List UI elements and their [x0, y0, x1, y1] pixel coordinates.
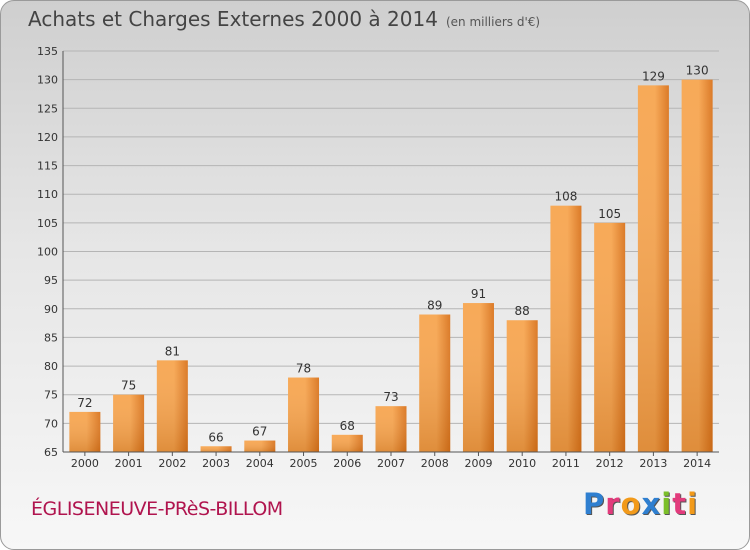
bar-shade-2011 — [550, 205, 582, 452]
logo-letter: t — [672, 487, 688, 521]
x-tick-label-2010: 2010 — [508, 457, 536, 470]
chart-title-block: Achats et Charges Externes 2000 à 2014 (e… — [28, 7, 540, 31]
x-tick-label-2003: 2003 — [202, 457, 230, 470]
x-tick-label-2013: 2013 — [639, 457, 667, 470]
x-tick-label-2012: 2012 — [596, 457, 624, 470]
x-tick-label-2001: 2001 — [115, 457, 143, 470]
x-tick-label-2007: 2007 — [377, 457, 405, 470]
axes — [62, 51, 719, 453]
y-tick-label: 75 — [44, 389, 58, 402]
y-tick-label: 85 — [44, 331, 58, 344]
x-tick-label-2004: 2004 — [246, 457, 274, 470]
y-tick-label: 120 — [37, 131, 58, 144]
y-tick-label: 65 — [44, 446, 58, 459]
value-label-2004: 67 — [252, 425, 267, 439]
bar-shade-2010 — [506, 320, 538, 452]
value-label-2001: 75 — [121, 379, 136, 393]
value-label-2005: 78 — [296, 362, 311, 376]
value-label-2008: 89 — [427, 299, 442, 313]
x-tick-label-2002: 2002 — [158, 457, 186, 470]
value-label-2007: 73 — [383, 390, 398, 404]
chart-subtitle: (en milliers d'€) — [445, 15, 541, 29]
bar-shade-2004 — [244, 440, 276, 452]
logo-letter: i — [687, 487, 699, 521]
bar-shade-2003 — [200, 446, 232, 452]
x-tick-label-2009: 2009 — [464, 457, 492, 470]
y-tick-label: 130 — [37, 74, 58, 87]
bar-shade-2014 — [681, 79, 713, 453]
y-tick-label: 100 — [37, 246, 58, 259]
bar-shade-2008 — [419, 314, 451, 452]
logo-letter: x — [641, 487, 662, 521]
y-axis-ticks: 65 70 75 80 85 90 95 100 105 110 115 120 125 130 135 — [37, 45, 58, 459]
x-tick-label-2014: 2014 — [683, 457, 711, 470]
proxiti-logo: Proxiti — [583, 487, 698, 521]
x-tick-label-2006: 2006 — [333, 457, 361, 470]
bar-shade-2005 — [288, 377, 320, 452]
logo-letter: r — [605, 487, 621, 521]
value-label-2003: 66 — [208, 430, 223, 444]
value-label-2012: 105 — [598, 207, 621, 221]
value-label-2011: 108 — [554, 190, 577, 204]
bars — [69, 79, 713, 453]
y-tick-label: 70 — [44, 417, 58, 430]
value-label-2010: 88 — [515, 304, 530, 318]
logo-letter: P — [583, 487, 606, 521]
value-label-2014: 130 — [686, 64, 709, 78]
bar-shade-2001 — [113, 394, 145, 452]
value-label-2006: 68 — [340, 419, 355, 433]
x-tick-label-2000: 2000 — [71, 457, 99, 470]
logo-letter: o — [620, 487, 642, 521]
y-tick-label: 80 — [44, 360, 58, 373]
x-tick-label-2008: 2008 — [421, 457, 449, 470]
value-label-2013: 129 — [642, 69, 665, 83]
y-tick-label: 125 — [37, 102, 58, 115]
bar-shade-2009 — [462, 303, 494, 452]
bar-shade-2000 — [69, 411, 101, 452]
commune-name: ÉGLISENEUVE-PRèS-BILLOM — [31, 498, 283, 520]
y-tick-label: 115 — [37, 160, 58, 173]
value-label-2002: 81 — [165, 344, 180, 358]
bar-shade-2012 — [594, 222, 626, 452]
logo-letter: i — [661, 487, 673, 521]
chart-title: Achats et Charges Externes 2000 à 2014 — [28, 7, 438, 31]
bar-shade-2013 — [637, 85, 669, 452]
value-labels: 72 75 81 66 67 78 68 73 89 91 88 108 105 129 130 — [77, 64, 708, 445]
y-tick-label: 135 — [37, 45, 58, 58]
y-tick-label: 105 — [37, 217, 58, 230]
bar-shade-2006 — [331, 434, 363, 452]
y-tick-label: 110 — [37, 188, 58, 201]
y-tick-label: 90 — [44, 303, 58, 316]
x-tick-label-2005: 2005 — [290, 457, 318, 470]
value-label-2009: 91 — [471, 287, 486, 301]
bar-shade-2007 — [375, 406, 407, 452]
x-axis-ticks: 2000 2001 2002 2003 2004 2005 2006 2007 2008 2009… — [71, 452, 711, 470]
x-tick-label-2011: 2011 — [552, 457, 580, 470]
bar-shade-2002 — [156, 360, 188, 452]
value-label-2000: 72 — [77, 396, 92, 410]
y-tick-label: 95 — [44, 274, 58, 287]
